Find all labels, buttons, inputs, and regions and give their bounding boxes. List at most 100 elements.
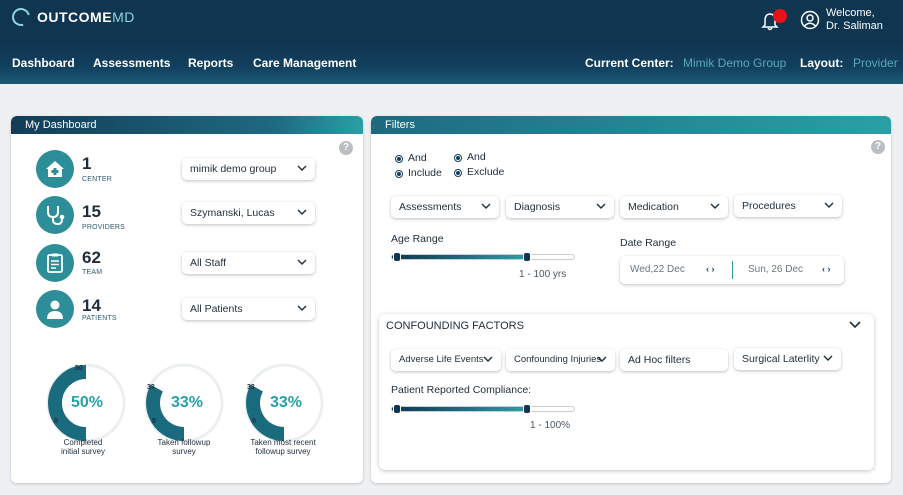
chevron-down-icon (597, 356, 607, 362)
chevron-down-icon (481, 203, 491, 209)
age-range-max-handle[interactable] (522, 252, 531, 262)
nav-care-management[interactable]: Care Management (253, 56, 357, 70)
procedures-dropdown[interactable]: Procedures (734, 195, 842, 217)
date-divider (732, 261, 733, 279)
confounding-factors-title: CONFOUNDING FACTORS (386, 320, 524, 332)
app-logo[interactable]: OUTCOMEMD (8, 4, 135, 30)
notification-badge (773, 9, 787, 23)
age-range-fill (392, 255, 527, 259)
adverse-life-events-dropdown[interactable]: Adverse Life Events (391, 349, 501, 371)
radio-exclude[interactable] (454, 169, 462, 177)
age-range-label: Age Range (391, 233, 444, 245)
date-end[interactable]: Sun, 26 Dec (748, 264, 804, 275)
assessments-dropdown-label: Assessments (399, 201, 462, 213)
ad-hoc-filters-label: Ad Hoc filters (628, 354, 691, 366)
chevron-down-icon (297, 305, 307, 311)
gauge-caption-line2: initial survey (60, 447, 105, 456)
gauge-zero-label: 0 (54, 418, 58, 425)
provider-select[interactable]: Szymanski, Lucas (182, 202, 315, 224)
filters-panel: Filters ? And Include And Exclude Assess… (371, 116, 891, 483)
gauge-initial-survey (46, 363, 126, 443)
date-range-picker[interactable]: Wed,22 Dec ‹ › Sun, 26 Dec ‹ › (620, 256, 844, 284)
gauge-zero-label: 0 (152, 418, 156, 425)
main-nav: Dashboard Assessments Reports Care Manag… (0, 40, 903, 84)
dashboard-panel-title: My Dashboard (11, 116, 363, 134)
radio-and[interactable] (395, 155, 403, 163)
gauge-top-label: 33 (147, 384, 155, 391)
current-center-value[interactable]: Mimik Demo Group (683, 56, 787, 70)
age-range-min-handle[interactable] (393, 252, 401, 262)
radio-and-label: And (408, 152, 427, 164)
compliance-min-handle[interactable] (393, 404, 401, 414)
date-range-label: Date Range (620, 237, 677, 249)
date-start-arrows-icon[interactable]: ‹ › (706, 264, 715, 274)
gauge-zero-label: 0 (252, 418, 256, 425)
compliance-max-handle[interactable] (522, 404, 531, 414)
surgical-laterlity-dropdown[interactable]: Surgical Laterlity (734, 348, 841, 370)
date-end-arrows-icon[interactable]: ‹ › (822, 264, 831, 274)
gauge-recent-followup-survey (244, 363, 324, 443)
dashboard-panel: My Dashboard ? 1 CENTER mimik demo group… (11, 116, 363, 483)
center-select[interactable]: mimik demo group (182, 158, 315, 180)
patient-select-value: All Patients (190, 303, 243, 315)
chevron-down-icon (596, 203, 606, 209)
current-center-label: Current Center: (585, 56, 674, 70)
patient-select[interactable]: All Patients (182, 298, 315, 320)
chevron-down-icon (297, 209, 307, 215)
gauge-percent: 33% (270, 394, 303, 411)
radio-exclude-label: Exclude (467, 166, 505, 178)
confounding-injuries-label: Confounding Injuries (514, 354, 602, 365)
team-count: 62 (82, 248, 101, 267)
chevron-down-icon (483, 356, 493, 362)
gauge-top-label: 33 (247, 384, 255, 391)
gauge-percent: 33% (171, 394, 204, 411)
assessments-dropdown[interactable]: Assessments (391, 196, 499, 218)
confounding-factors-panel: CONFOUNDING FACTORS Adverse Life Events … (379, 314, 874, 470)
welcome-text[interactable]: Welcome, Dr. Saliman (826, 7, 883, 33)
chevron-down-icon (297, 165, 307, 171)
staff-select[interactable]: All Staff (182, 252, 315, 274)
age-range-slider[interactable] (391, 252, 575, 262)
clipboard-icon (36, 244, 74, 282)
user-profile-icon[interactable] (800, 10, 820, 30)
compliance-label: Patient Reported Compliance: (391, 384, 532, 396)
gauge-top-label: 50 (75, 365, 83, 372)
patients-caption: PATIENTS (82, 315, 117, 322)
filters-help-icon[interactable]: ? (871, 140, 885, 154)
patients-count: 14 (82, 296, 101, 315)
collapse-chevron-icon[interactable] (848, 320, 862, 330)
nav-dashboard[interactable]: Dashboard (12, 56, 75, 70)
ad-hoc-filters-dropdown[interactable]: Ad Hoc filters (620, 349, 728, 371)
medication-dropdown-label: Medication (628, 201, 679, 213)
chevron-down-icon (823, 355, 833, 361)
top-header: OUTCOMEMD Welcome, Dr. Saliman (0, 0, 903, 40)
welcome-greeting: Welcome, (826, 7, 875, 19)
diagnosis-dropdown-label: Diagnosis (514, 201, 561, 213)
dashboard-help-icon[interactable]: ? (339, 141, 353, 155)
layout-label: Layout: (800, 56, 844, 70)
compliance-value: 1 - 100% (530, 420, 571, 431)
compliance-slider[interactable] (391, 404, 575, 414)
radio-and-2[interactable] (454, 154, 462, 162)
nav-assessments[interactable]: Assessments (93, 56, 171, 70)
person-icon (36, 290, 74, 328)
diagnosis-dropdown[interactable]: Diagnosis (506, 196, 614, 218)
gauge-followup-survey (144, 363, 224, 443)
medication-dropdown[interactable]: Medication (620, 196, 728, 218)
gauge-caption-line2: survey (172, 447, 196, 456)
logo-text-main: OUTCOME (37, 9, 113, 25)
logo-text: OUTCOMEMD (37, 9, 135, 25)
date-start[interactable]: Wed,22 Dec (630, 264, 685, 275)
gauge-caption: Taken most recent followup survey (237, 438, 329, 456)
center-caption: CENTER (82, 176, 112, 183)
radio-include[interactable] (395, 170, 403, 178)
welcome-username: Dr. Saliman (826, 20, 883, 32)
radio-include-label: Include (408, 167, 442, 179)
hospital-icon (36, 150, 74, 188)
layout-value[interactable]: Provider (853, 56, 898, 70)
chevron-down-icon (710, 203, 720, 209)
confounding-injuries-dropdown[interactable]: Confounding Injuries (506, 349, 615, 371)
logo-mark-icon (8, 4, 34, 30)
gauge-caption-line1: Completed (63, 438, 103, 447)
nav-reports[interactable]: Reports (188, 56, 234, 70)
